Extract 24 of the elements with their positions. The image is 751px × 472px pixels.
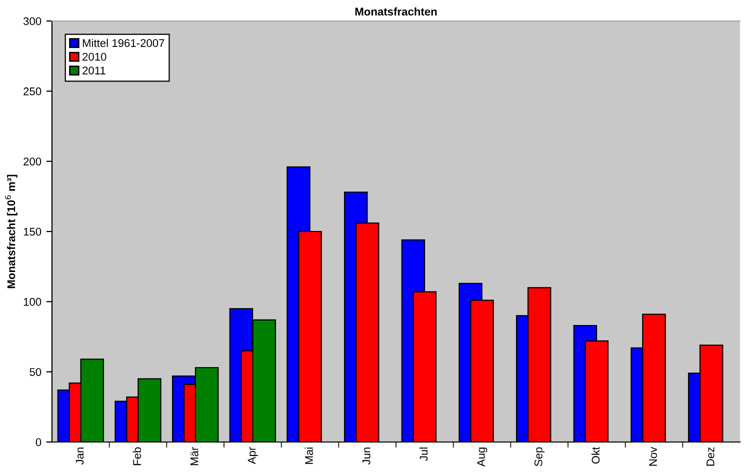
legend-label: Mittel 1961-2007 bbox=[82, 38, 164, 47]
x-tick-label: Feb bbox=[132, 447, 141, 466]
x-tick-label: Mai bbox=[304, 448, 313, 464]
y-tick-label: 100 bbox=[24, 298, 42, 306]
x-tick-label: Apr bbox=[248, 447, 258, 464]
x-tick-label: Jun bbox=[362, 448, 370, 465]
x-tick-label: Okt bbox=[591, 446, 600, 464]
x-tick-label: Nov bbox=[649, 446, 657, 466]
y-tick-label: 150 bbox=[24, 228, 42, 236]
y-tick-label: 200 bbox=[24, 158, 42, 166]
x-tick-label: Jan bbox=[76, 448, 84, 465]
legend-label: 2011 bbox=[82, 66, 106, 74]
x-tick-label: Mär bbox=[190, 447, 198, 466]
x-tick-label: Sep bbox=[534, 447, 545, 466]
x-tick-label: Jul bbox=[419, 448, 428, 461]
x-tick-label: Aug bbox=[477, 448, 488, 467]
y-tick-label: 0 bbox=[36, 438, 42, 446]
x-tick-label: Dez bbox=[706, 447, 714, 466]
chart-title: Monatsfrachten bbox=[355, 7, 437, 16]
y-axis-title: Monatsfracht [10$^{6}$ m³] bbox=[5, 174, 18, 288]
y-tick-label: 50 bbox=[30, 368, 42, 376]
legend-label: 2010 bbox=[82, 52, 106, 61]
y-tick-label: 300 bbox=[23, 17, 42, 26]
y-tick-label: 250 bbox=[24, 87, 42, 96]
